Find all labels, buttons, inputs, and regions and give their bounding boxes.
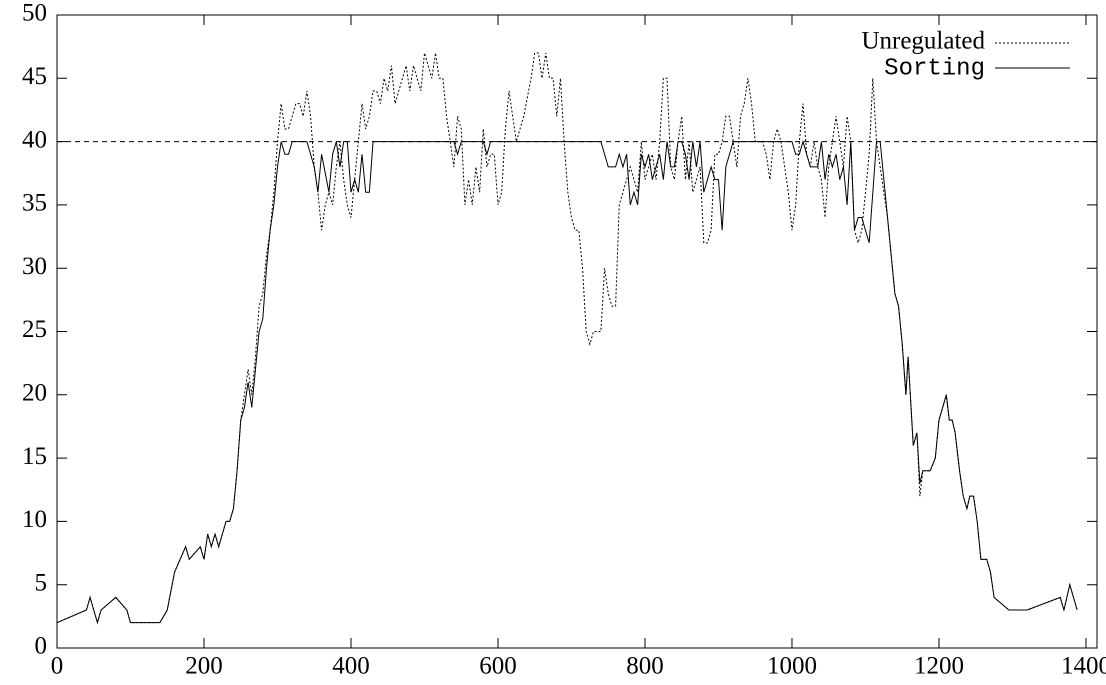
y-tick-label: 5 [35,569,48,596]
plot-frame [56,14,1098,649]
legend-label: Sorting [884,55,985,82]
y-tick-label: 50 [22,0,47,27]
x-tick-label: 400 [332,653,370,680]
x-tick-label: 0 [51,653,64,680]
y-tick-label: 25 [22,316,47,343]
y-tick-label: 0 [35,633,48,660]
x-tick-label: 200 [185,653,223,680]
y-tick-label: 30 [22,253,47,280]
y-tick-label: 10 [22,506,47,533]
y-tick-label: 15 [22,443,47,470]
y-tick-label: 35 [22,190,47,217]
legend-label: Unregulated [861,28,985,55]
x-tick-label: 1200 [914,653,964,680]
series-line [56,52,1078,625]
y-tick-label: 40 [22,126,47,153]
series-line [56,139,1078,625]
x-tick-label: 1000 [767,653,817,680]
y-tick-label: 45 [22,63,47,90]
x-tick-label: 600 [479,653,517,680]
x-tick-label: 1400 [1061,653,1106,680]
x-tick-label: 800 [626,653,664,680]
y-tick-label: 20 [22,380,47,407]
